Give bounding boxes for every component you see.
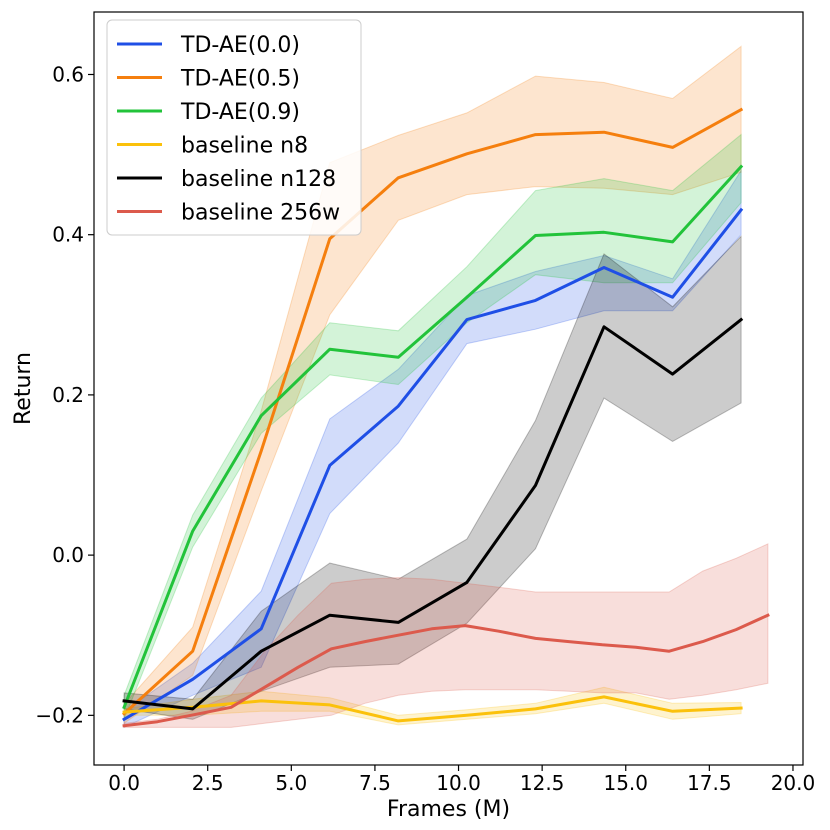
- legend-label: TD-AE(0.9): [180, 100, 300, 125]
- y-axis-label: Return: [11, 352, 36, 425]
- plot-area-frame: [93, 11, 804, 766]
- series-line-baseline-n128: [122, 317, 744, 711]
- x-tick-label: 5.0: [275, 771, 307, 795]
- y-tick-label: 0.2: [52, 383, 84, 407]
- x-tick-label: 2.5: [192, 771, 224, 795]
- x-tick-label: 0.0: [108, 771, 140, 795]
- legend-label: baseline n8: [181, 134, 308, 159]
- x-tick-label: 20.0: [771, 771, 816, 795]
- y-tick-label: 0.4: [52, 223, 84, 247]
- series-lines: [121, 107, 770, 728]
- series-line-td-ae-0-5: [121, 107, 744, 716]
- legend-box: [106, 19, 362, 236]
- x-tick-label: 17.5: [687, 771, 732, 795]
- y-axis-ticks: −0.2 0.0 0.2 0.4 0.6: [35, 62, 94, 727]
- x-tick-label: 10.0: [436, 771, 481, 795]
- x-axis-ticks: 0.0 2.5 5.0 7.5 10.0 12.5 15.0 17.5 20.0: [108, 765, 815, 795]
- legend-label: baseline 256w: [181, 201, 340, 226]
- y-tick-label: 0.0: [52, 543, 84, 567]
- legend-label: TD-AE(0.5): [180, 67, 300, 92]
- legend-label: baseline n128: [181, 167, 336, 192]
- y-tick-label: −0.2: [35, 703, 84, 727]
- series-line-td-ae-0-9: [122, 164, 744, 710]
- x-tick-label: 15.0: [603, 771, 648, 795]
- band-td-ae-0-9: [123, 133, 742, 720]
- x-tick-label: 7.5: [359, 771, 391, 795]
- legend: TD-AE(0.0) TD-AE(0.5) TD-AE(0.9) baseline n…: [106, 19, 362, 236]
- band-baseline-n8: [123, 686, 742, 726]
- x-tick-label: 12.5: [520, 771, 565, 795]
- series-line-baseline-n8: [122, 695, 743, 723]
- y-tick-label: 0.6: [52, 62, 84, 86]
- series-line-baseline-256w: [122, 613, 770, 728]
- legend-label: TD-AE(0.0): [180, 33, 300, 58]
- band-baseline-n128: [123, 235, 742, 720]
- x-axis-label: Frames (M): [387, 797, 510, 822]
- series-line-td-ae-0-0: [122, 207, 744, 722]
- band-baseline-256w: [123, 543, 769, 728]
